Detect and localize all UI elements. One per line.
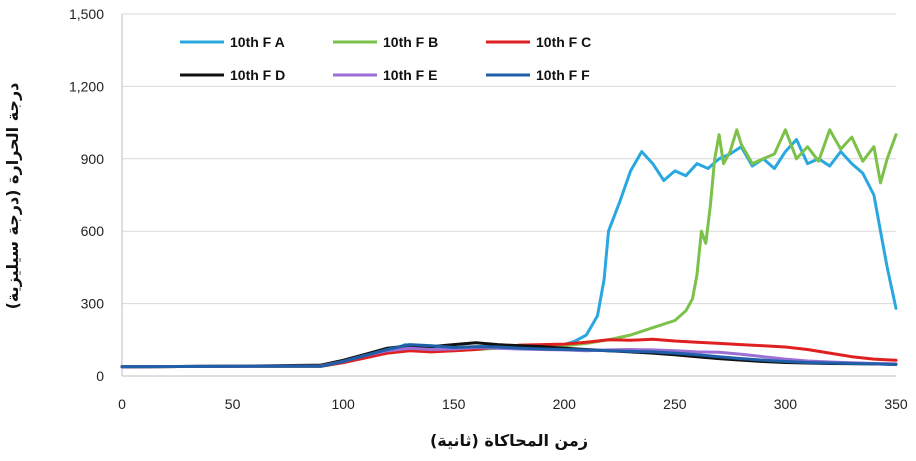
legend-label: 10th F D [230, 67, 285, 83]
y-axis-label: درجة الحرارة (درجة سيليزية) [3, 83, 22, 310]
y-tick-label: 0 [96, 368, 104, 384]
x-axis-label: زمن المحاكاة (ثانية) [430, 431, 588, 450]
series-line [120, 346, 898, 369]
legend-label: 10th F C [536, 34, 591, 50]
y-tick-label: 900 [81, 151, 105, 167]
legend-label: 10th F A [230, 34, 285, 50]
y-tick-label: 300 [81, 296, 105, 312]
y-tick-label: 1,500 [69, 6, 104, 22]
x-tick-label: 100 [331, 396, 355, 412]
series-line [120, 138, 898, 369]
x-tick-label: 250 [663, 396, 687, 412]
legend: 10th F A 10th F B 10th F C 10th F D 10th F E… [180, 34, 591, 83]
legend-label: 10th F F [536, 67, 590, 83]
x-tick-label: 300 [774, 396, 798, 412]
x-tick-label: 350 [884, 396, 908, 412]
y-tick-labels: 0 300 600 900 1,200 1,500 [69, 6, 104, 384]
x-tick-labels: 0 50 100 150 200 250 300 350 [118, 396, 908, 412]
gridlines [122, 13, 896, 305]
series-line [120, 128, 898, 369]
x-tick-label: 0 [118, 396, 126, 412]
axes [121, 14, 896, 377]
series-lines [120, 128, 898, 369]
x-tick-label: 150 [442, 396, 466, 412]
legend-label: 10th F B [383, 34, 438, 50]
legend-label: 10th F E [383, 67, 437, 83]
x-tick-label: 200 [553, 396, 577, 412]
series-line [120, 337, 898, 369]
y-tick-label: 1,200 [69, 78, 104, 94]
x-tick-label: 50 [225, 396, 241, 412]
y-tick-label: 600 [81, 223, 105, 239]
series-line [120, 343, 898, 369]
